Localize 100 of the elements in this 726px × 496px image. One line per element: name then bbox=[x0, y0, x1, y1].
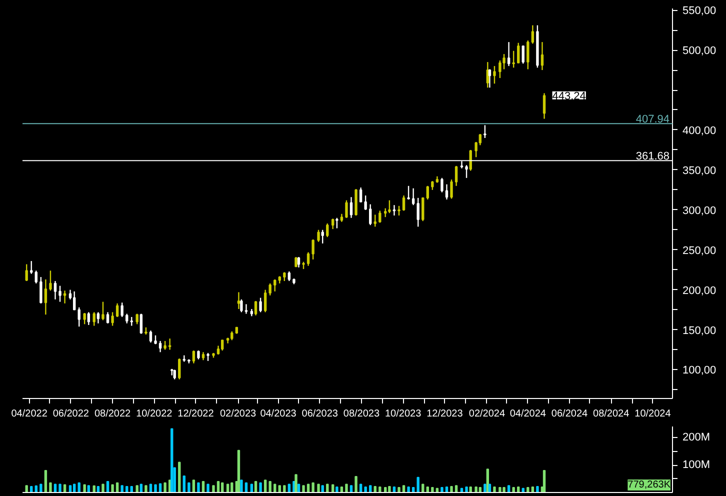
candlestick bbox=[326, 222, 329, 238]
candlestick bbox=[140, 313, 143, 334]
candlestick bbox=[237, 292, 240, 310]
candlestick bbox=[49, 270, 52, 292]
candlestick bbox=[331, 218, 334, 230]
candlestick bbox=[192, 350, 196, 364]
y-tick-label: 300,00 bbox=[682, 204, 716, 217]
y-tick-label: 200M bbox=[682, 432, 710, 444]
x-tick-label: 02/2024 bbox=[468, 408, 506, 420]
candlestick bbox=[149, 330, 152, 344]
candlestick bbox=[25, 264, 28, 282]
candlestick bbox=[484, 124, 486, 139]
candlestick bbox=[531, 24, 534, 44]
candlestick bbox=[374, 214, 376, 228]
candlestick bbox=[422, 197, 424, 222]
y-tick-label: 400,00 bbox=[682, 124, 716, 137]
candlestick bbox=[493, 65, 496, 84]
candlestick bbox=[440, 177, 444, 193]
candlestick bbox=[512, 50, 515, 68]
y-tick-label: 200,00 bbox=[682, 284, 716, 297]
candlestick bbox=[83, 312, 86, 325]
candlestick bbox=[364, 194, 367, 210]
candlestick bbox=[306, 252, 310, 266]
x-tick-label: 02/2023 bbox=[220, 408, 257, 420]
ref-line-label: 407.94 bbox=[636, 114, 670, 126]
candlestick bbox=[173, 369, 176, 380]
candlestick bbox=[63, 290, 66, 304]
y-tick-label: 150,00 bbox=[682, 324, 716, 337]
x-tick-label: 06/2022 bbox=[52, 408, 90, 420]
x-tick-label: 04/2022 bbox=[11, 408, 48, 420]
candlestick bbox=[465, 164, 468, 179]
candlestick bbox=[350, 196, 353, 218]
candlestick bbox=[336, 217, 338, 229]
candlestick bbox=[92, 312, 96, 326]
x-tick-label: 04/2023 bbox=[260, 408, 297, 420]
x-tick-label: 12/2023 bbox=[426, 408, 464, 420]
candlestick bbox=[398, 205, 400, 216]
candlestick bbox=[106, 312, 110, 324]
x-tick-label: 12/2022 bbox=[178, 408, 214, 420]
candlestick bbox=[158, 340, 162, 353]
y-tick-label: 100,00 bbox=[682, 364, 716, 377]
candlestick bbox=[359, 186, 362, 202]
candlestick bbox=[40, 276, 42, 304]
y-tick-label: 100M bbox=[682, 459, 710, 471]
candlestick bbox=[488, 68, 492, 88]
candlestick bbox=[312, 238, 314, 260]
candlestick bbox=[58, 285, 62, 302]
candlestick bbox=[507, 41, 510, 67]
candlestick bbox=[72, 290, 76, 310]
x-tick-label: 10/2022 bbox=[136, 408, 173, 420]
candlestick bbox=[87, 312, 90, 326]
candlestick bbox=[294, 256, 298, 268]
candlestick bbox=[244, 304, 248, 314]
candlestick bbox=[317, 229, 320, 242]
x-tick-label: 06/2023 bbox=[302, 408, 338, 420]
candlestick bbox=[297, 256, 300, 268]
x-tick-label: 08/2024 bbox=[593, 408, 630, 420]
candlestick bbox=[30, 260, 33, 274]
candlestick bbox=[416, 197, 420, 228]
candlestick bbox=[392, 204, 396, 216]
candlestick bbox=[102, 301, 104, 321]
candlestick bbox=[498, 60, 502, 79]
candlestick bbox=[522, 45, 524, 64]
candlestick bbox=[445, 184, 448, 200]
annotation: 443,24 bbox=[552, 90, 586, 102]
annotation: 779,263K bbox=[628, 480, 671, 490]
x-tick-label: 04/2024 bbox=[510, 408, 546, 420]
candlestick bbox=[259, 297, 262, 313]
candlestick bbox=[426, 185, 429, 200]
x-tick-label: 06/2024 bbox=[551, 408, 588, 420]
candlestick bbox=[321, 229, 324, 244]
candlestick bbox=[412, 188, 415, 206]
candlestick bbox=[44, 278, 48, 316]
candlestick bbox=[220, 340, 224, 352]
candlestick bbox=[402, 194, 406, 212]
candlestick bbox=[178, 358, 181, 380]
candlestick bbox=[126, 313, 128, 324]
candlestick bbox=[116, 302, 119, 318]
candlestick bbox=[288, 270, 291, 282]
candlestick bbox=[345, 200, 348, 218]
candlestick bbox=[542, 92, 546, 120]
candlestick bbox=[240, 298, 243, 313]
candlestick bbox=[502, 53, 506, 70]
candlestick bbox=[388, 200, 391, 214]
candlestick bbox=[78, 306, 80, 328]
candlestick bbox=[454, 165, 458, 187]
candlestick bbox=[526, 40, 530, 70]
candlestick bbox=[168, 338, 172, 350]
candlestick bbox=[268, 282, 272, 296]
y-tick-label: 350,00 bbox=[682, 164, 716, 177]
candlestick bbox=[450, 178, 453, 200]
candlestick bbox=[540, 41, 544, 71]
candlestick bbox=[96, 312, 100, 324]
x-tick-label: 10/2023 bbox=[385, 408, 422, 420]
ref-line-label: 361.68 bbox=[636, 150, 670, 163]
candlestick bbox=[517, 42, 520, 64]
x-tick-label: 10/2024 bbox=[634, 408, 672, 420]
candlestick bbox=[34, 270, 38, 284]
candlestick bbox=[111, 312, 114, 326]
candlestick bbox=[407, 185, 410, 200]
